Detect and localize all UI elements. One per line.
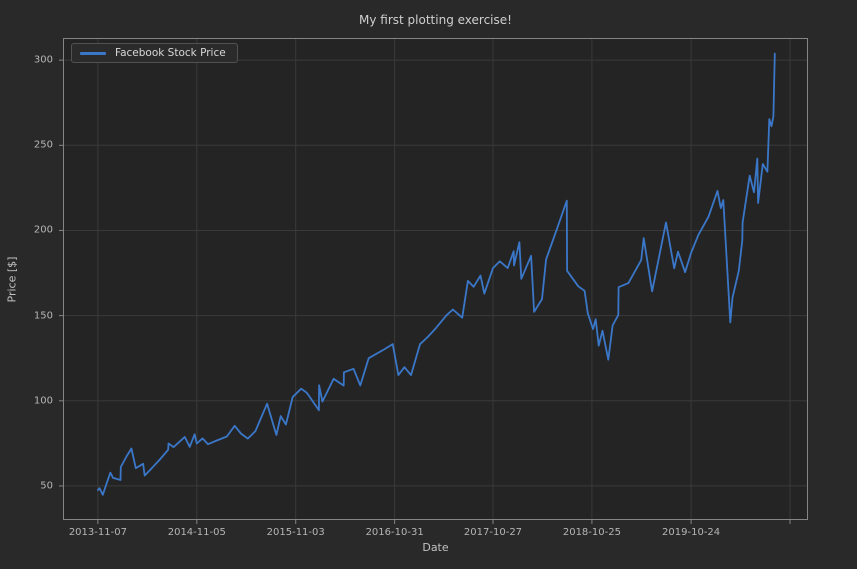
y-tick-label: 200: [33, 224, 53, 236]
x-tick-label: 2014-11-05: [167, 527, 226, 538]
x-tick-label: 2018-10-25: [562, 527, 621, 538]
y-tick-label: 250: [33, 139, 53, 151]
plot-area: Facebook Stock Price: [59, 38, 808, 524]
x-tick-label: 2019-10-24: [662, 527, 721, 538]
x-tick-label: 2017-10-27: [463, 527, 523, 538]
price-line-chart: [59, 38, 808, 524]
axes-spines: [63, 38, 808, 520]
x-axis-label: Date: [422, 541, 449, 554]
y-tick-label: 100: [33, 395, 53, 407]
y-axis-label-wrap: Price [$]: [2, 38, 22, 520]
y-tick-label: 50: [40, 480, 53, 492]
facebook-stock-price-line: [97, 52, 776, 496]
x-tick-label: 2016-10-31: [365, 527, 424, 538]
x-tick-label: 2013-11-07: [68, 527, 127, 538]
y-axis-label: Price [$]: [5, 256, 19, 302]
x-tick-label: 2015-11-03: [266, 527, 325, 538]
legend-line-sample-icon: [80, 51, 106, 55]
y-tick-label: 300: [33, 54, 53, 66]
y-tick-label: 150: [33, 310, 53, 322]
legend: Facebook Stock Price: [71, 43, 238, 63]
legend-label: Facebook Stock Price: [115, 47, 226, 59]
chart-title: My first plotting exercise!: [359, 13, 512, 27]
